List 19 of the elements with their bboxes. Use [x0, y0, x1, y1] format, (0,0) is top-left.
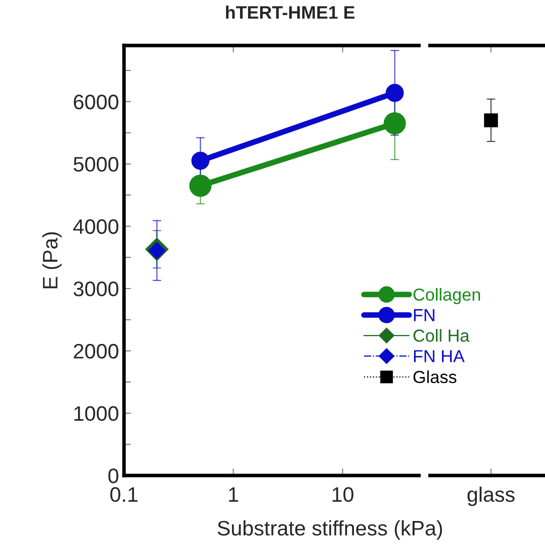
legend-label: FN	[414, 309, 434, 322]
x-tick-label: 1	[229, 487, 238, 502]
x-axis-title: Substrate stiffness (kPa)	[218, 520, 442, 540]
legend-label: Coll Ha	[413, 329, 470, 342]
y-tick-label: 6000	[74, 94, 118, 110]
legend-label: Collagen	[413, 288, 480, 304]
x-tick-label: glass	[468, 486, 515, 506]
y-tick-label: 1000	[74, 406, 118, 421]
y-tick-label: 4000	[73, 219, 118, 234]
x-tick-label: 0.1	[110, 487, 138, 502]
y-tick-label: 5000	[74, 156, 118, 172]
legend-label: FN HA	[414, 350, 465, 362]
x-tick-label: 10	[332, 487, 354, 502]
legend-label: Glass	[413, 370, 456, 384]
y-axis-title: E (Pa)	[42, 232, 62, 288]
y-tick-label: 2000	[74, 344, 118, 359]
y-tick-label: 3000	[74, 282, 118, 296]
y-tick-label: 0	[108, 468, 118, 484]
chart-title: hTERT-HME1 E	[226, 6, 355, 19]
